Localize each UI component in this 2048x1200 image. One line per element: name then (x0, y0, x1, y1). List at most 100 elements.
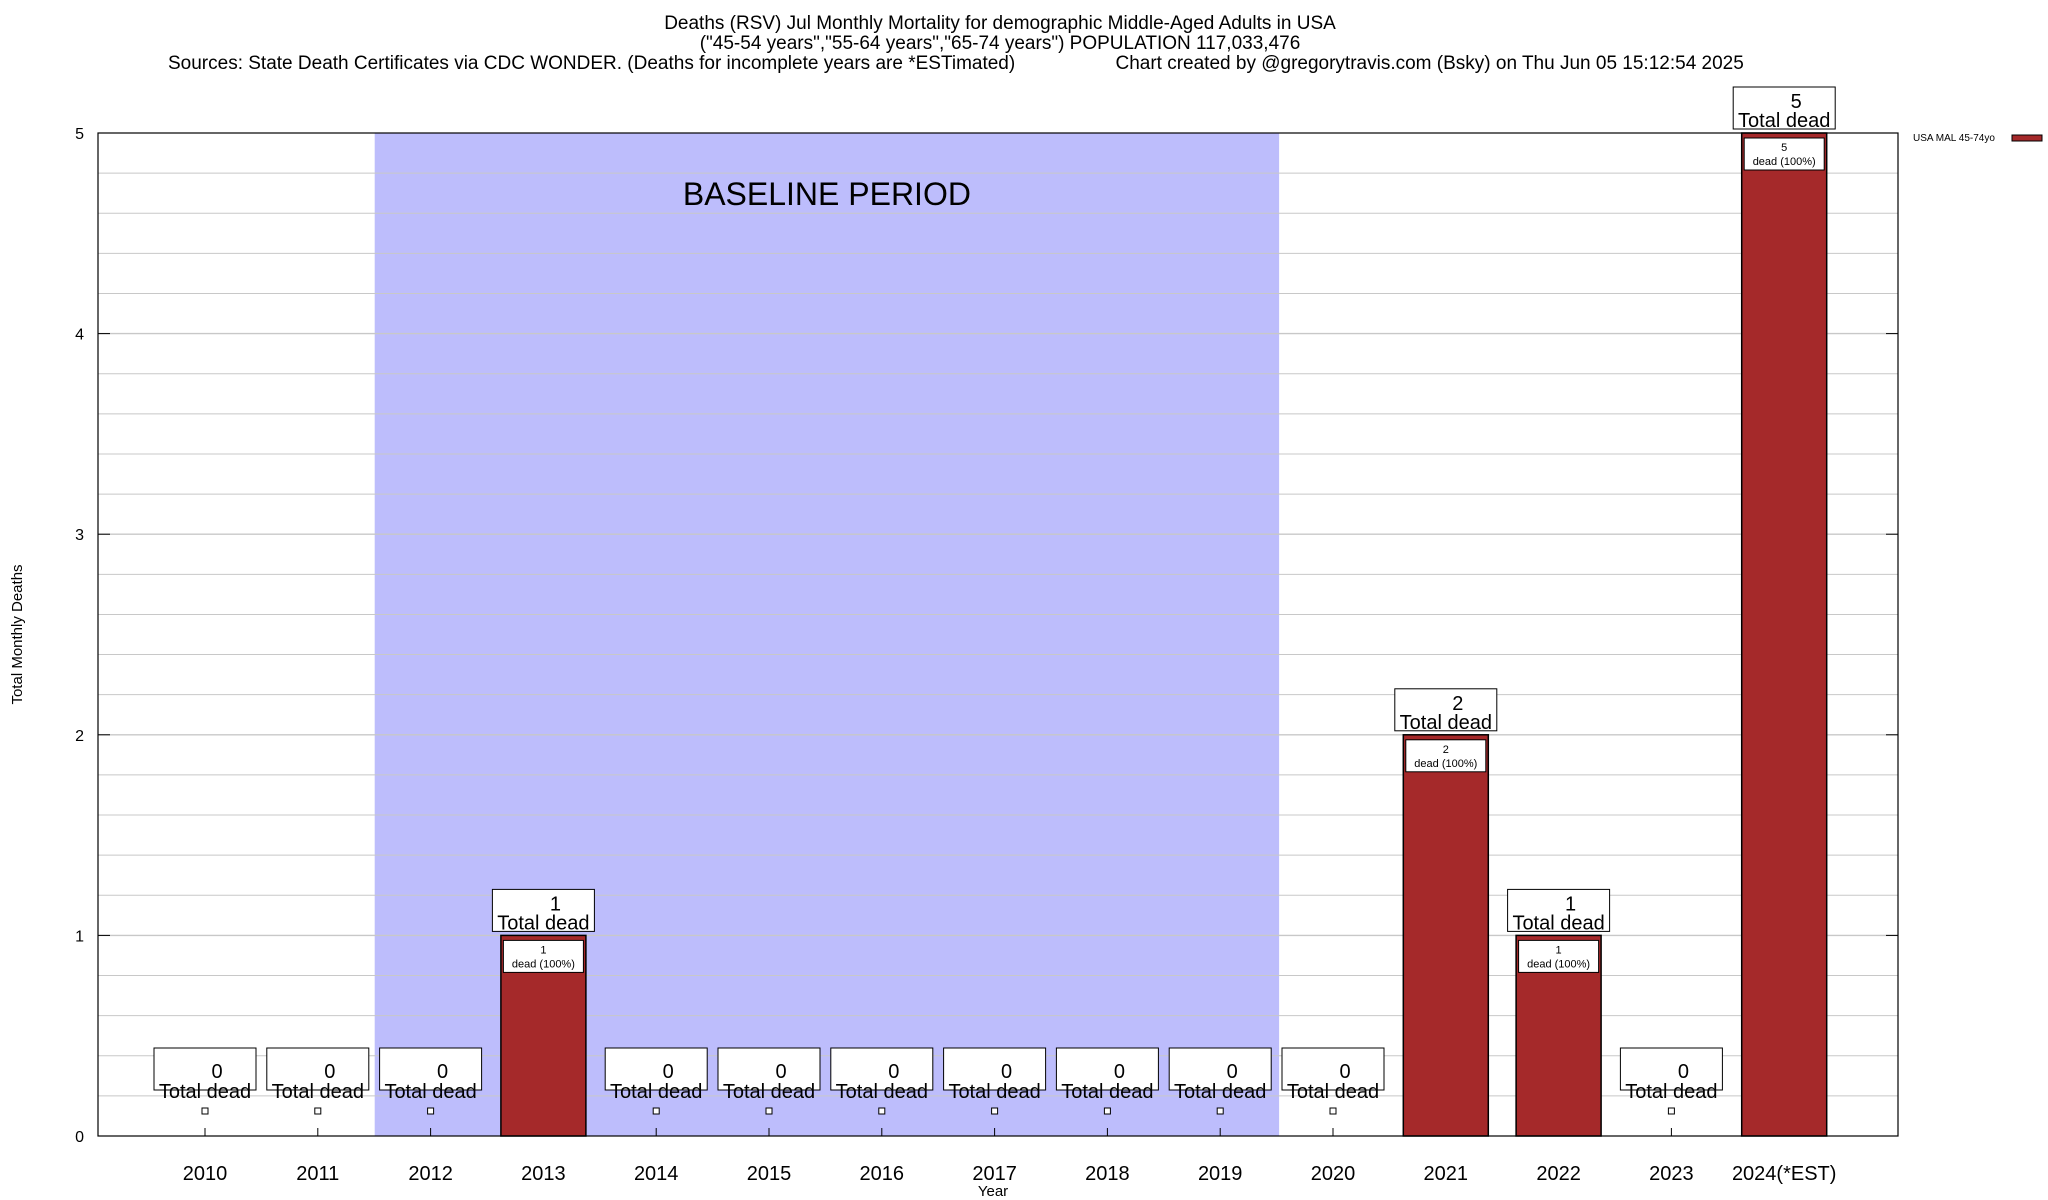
total-value: 0 (1227, 1061, 1238, 1083)
bar-inner-label-box (1405, 739, 1487, 773)
bar-inner-label: dead (100%) (512, 958, 575, 970)
total-label-box (1281, 1047, 1385, 1091)
x-tick-label: 2010 (183, 1163, 228, 1185)
total-label: Total dead (1738, 110, 1830, 132)
total-label-box (943, 1047, 1047, 1091)
total-value: 0 (1114, 1061, 1125, 1083)
legend-swatch (2011, 134, 2043, 142)
zero-marker (1667, 1107, 1675, 1115)
total-label: Total dead (1400, 712, 1492, 734)
x-tick-label: 2013 (521, 1163, 566, 1185)
total-label: Total dead (836, 1081, 928, 1103)
zero-marker (1329, 1107, 1337, 1115)
total-label: Total dead (1061, 1081, 1153, 1103)
baseline-period-label: BASELINE PERIOD (683, 176, 971, 212)
total-label-box (379, 1047, 483, 1091)
total-label: Total dead (948, 1081, 1040, 1103)
zero-marker (878, 1107, 886, 1115)
x-tick-label: 2011 (296, 1163, 339, 1185)
total-label: Total dead (610, 1081, 702, 1103)
total-value: 5 (1791, 91, 1802, 113)
zero-marker (1216, 1107, 1224, 1115)
legend-label: USA MAL 45-74yo (1913, 133, 1995, 144)
chart-title-line-2: ("45-54 years","55-64 years","65-74 year… (699, 33, 1301, 54)
total-label: Total dead (723, 1081, 815, 1103)
x-tick-label: 2020 (1311, 1163, 1356, 1185)
total-label: Total dead (497, 912, 589, 934)
total-value: 0 (663, 1061, 674, 1083)
total-value: 1 (550, 893, 561, 915)
y-axis-label: Total Monthly Deaths (9, 564, 26, 704)
total-label: Total dead (272, 1081, 364, 1103)
total-label-box (717, 1047, 821, 1091)
total-label: Total dead (159, 1081, 251, 1103)
total-label-box (491, 888, 595, 932)
bar-inner-label: dead (100%) (1527, 958, 1590, 970)
total-label-box (266, 1047, 370, 1091)
total-value: 0 (1001, 1061, 1012, 1083)
zero-marker (201, 1107, 209, 1115)
x-tick-label: 2021 (1424, 1163, 1469, 1185)
x-axis-label: Year (978, 1183, 1008, 1200)
total-label: Total dead (1512, 912, 1604, 934)
chart-title-line-3: Sources: State Death Certificates via CD… (168, 54, 1744, 74)
chart-sources-text: Sources: State Death Certificates via CD… (168, 53, 1016, 74)
chart-credit-text: Chart created by @gregorytravis.com (Bsk… (1115, 53, 1744, 74)
y-tick-label: 1 (75, 928, 84, 945)
zero-marker (427, 1107, 435, 1115)
total-label-box (1055, 1047, 1159, 1091)
total-label-box (1168, 1047, 1272, 1091)
y-tick-label: 3 (75, 527, 84, 544)
total-value: 0 (775, 1061, 786, 1083)
zero-marker (314, 1107, 322, 1115)
total-label-box (1619, 1047, 1723, 1091)
total-label-box (1507, 888, 1611, 932)
y-tick-label: 2 (75, 728, 84, 745)
y-tick-label: 0 (75, 1129, 84, 1146)
total-value: 0 (324, 1061, 335, 1083)
x-tick-label: 2012 (408, 1163, 453, 1185)
total-label: Total dead (1287, 1081, 1379, 1103)
x-tick-label: 2016 (860, 1163, 905, 1185)
bar-inner-label: dead (100%) (1753, 156, 1816, 168)
bar-inner-value: 1 (1556, 944, 1562, 956)
total-label-box (1732, 86, 1836, 130)
total-value: 1 (1565, 893, 1576, 915)
x-tick-label: 2024(*EST) (1732, 1163, 1837, 1185)
total-label-box (153, 1047, 257, 1091)
bar-inner-label-box (1518, 939, 1600, 973)
total-value: 2 (1452, 693, 1463, 715)
x-tick-label: 2014 (634, 1163, 679, 1185)
x-tick-label: 2017 (972, 1163, 1017, 1185)
total-label-box (1394, 688, 1498, 732)
total-value: 0 (1678, 1061, 1689, 1083)
x-tick-label: 2015 (747, 1163, 792, 1185)
total-label: Total dead (384, 1081, 476, 1103)
total-value: 0 (437, 1061, 448, 1083)
y-tick-label: 4 (75, 327, 84, 344)
zero-marker (991, 1107, 999, 1115)
bar-inner-label: dead (100%) (1414, 758, 1477, 770)
y-tick-label: 5 (75, 126, 84, 143)
total-label: Total dead (1625, 1081, 1717, 1103)
bar-inner-value: 2 (1443, 744, 1449, 756)
total-value: 0 (211, 1061, 222, 1083)
bar-inner-label-box (1743, 137, 1825, 171)
x-tick-label: 2022 (1536, 1163, 1581, 1185)
bar-inner-label-box (502, 939, 584, 973)
bar-inner-value: 5 (1781, 142, 1787, 154)
total-label-box (830, 1047, 934, 1091)
x-tick-label: 2018 (1085, 1163, 1130, 1185)
zero-marker (652, 1107, 660, 1115)
bar (1740, 132, 1828, 1137)
x-tick-label: 2019 (1198, 1163, 1243, 1185)
zero-marker (1103, 1107, 1111, 1115)
plot-frame (97, 132, 1899, 1137)
zero-marker (765, 1107, 773, 1115)
bar (1402, 734, 1490, 1137)
total-label: Total dead (1174, 1081, 1266, 1103)
x-tick-label: 2023 (1649, 1163, 1694, 1185)
bar-inner-value: 1 (540, 944, 546, 956)
chart-title-line-1: Deaths (RSV) Jul Monthly Mortality for d… (664, 13, 1336, 34)
